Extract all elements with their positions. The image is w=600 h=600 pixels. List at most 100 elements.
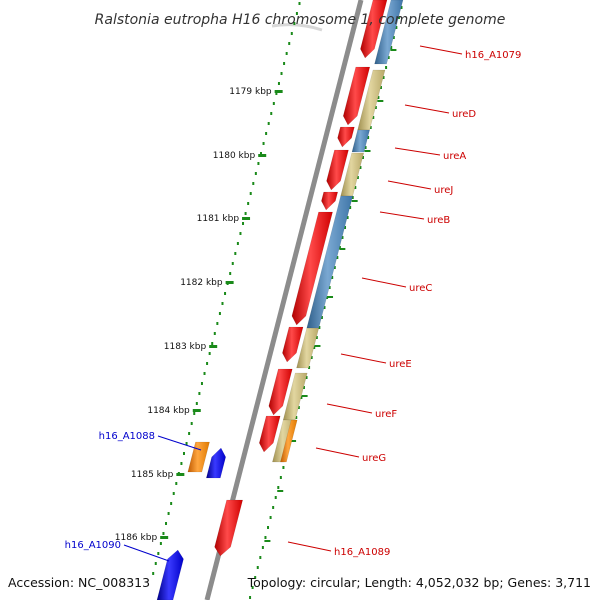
label-leader-line bbox=[123, 544, 170, 562]
inner-ring-dash bbox=[327, 296, 334, 298]
label-leader-line bbox=[326, 403, 373, 414]
outer-ring-dot bbox=[175, 482, 178, 485]
inner-ring-dot bbox=[274, 496, 277, 499]
gene-label-h16_A1079[interactable]: h16_A1079 bbox=[465, 50, 521, 61]
outer-ring-dot bbox=[206, 362, 209, 365]
tick-label: 1180 kbp bbox=[213, 151, 256, 161]
forward-cds-arrow bbox=[291, 211, 333, 326]
tick-label: 1183 kbp bbox=[164, 342, 207, 352]
inner-ring-dash bbox=[364, 150, 371, 152]
tick-mark bbox=[258, 154, 267, 157]
inner-ring-dot bbox=[256, 566, 259, 569]
inner-ring-dash bbox=[377, 100, 384, 102]
inner-ring-dot bbox=[341, 236, 344, 239]
outer-ring-dot bbox=[231, 262, 234, 265]
outer-ring-dot bbox=[213, 332, 216, 335]
tick-label: 1186 kbp bbox=[115, 533, 158, 543]
outer-ring-dot bbox=[165, 522, 168, 525]
inner-ring-dot bbox=[310, 356, 313, 359]
gene-label-ureE[interactable]: ureE bbox=[389, 359, 412, 370]
tick-mark bbox=[209, 345, 218, 348]
outer-ring-dot bbox=[216, 322, 219, 325]
inner-ring-dash bbox=[351, 200, 358, 202]
gene-label-ureA[interactable]: ureA bbox=[443, 151, 466, 162]
tick-label: 1184 kbp bbox=[147, 406, 190, 416]
outer-ring-dot bbox=[170, 502, 173, 505]
forward-cds-arrow bbox=[214, 499, 243, 557]
inner-ring-dot bbox=[354, 186, 357, 189]
outer-ring-dot bbox=[275, 92, 278, 95]
forward-cds-arrow bbox=[282, 326, 304, 363]
inner-ring-dot bbox=[390, 46, 393, 49]
forward-cds-arrow bbox=[360, 0, 388, 59]
inner-ring-dot bbox=[249, 596, 252, 599]
outer-ring-dot bbox=[188, 432, 191, 435]
inner-ring-dot bbox=[315, 336, 318, 339]
label-leader-line bbox=[419, 45, 463, 55]
tick-label: 1182 kbp bbox=[180, 278, 223, 288]
tick-mark bbox=[160, 536, 169, 539]
inner-ring-dot bbox=[392, 36, 395, 39]
outer-ring-dot bbox=[277, 82, 280, 85]
gene-label-h16_A1090[interactable]: h16_A1090 bbox=[65, 540, 121, 551]
outer-ring-dot bbox=[272, 102, 275, 105]
inner-ring-dot bbox=[331, 276, 334, 279]
inner-tick-ring bbox=[249, 6, 403, 599]
outer-ring-dot bbox=[193, 412, 196, 415]
inner-ring-dot bbox=[367, 136, 370, 139]
gene-label-h16_A1088[interactable]: h16_A1088 bbox=[99, 431, 155, 442]
inner-ring-dot bbox=[372, 116, 375, 119]
tick-label: 1185 kbp bbox=[131, 470, 174, 480]
inner-ring-dot bbox=[313, 346, 316, 349]
inner-ring-dot bbox=[264, 536, 267, 539]
rna-feature-block bbox=[306, 195, 354, 329]
forward-cds-arrow bbox=[268, 368, 293, 416]
label-leader-line bbox=[379, 211, 425, 220]
inner-ring-dot bbox=[374, 106, 377, 109]
inner-ring-dot bbox=[320, 316, 323, 319]
gene-label-h16_A1089[interactable]: h16_A1089 bbox=[334, 547, 390, 558]
gene-label-ureF[interactable]: ureF bbox=[375, 409, 397, 420]
outer-ring-dot bbox=[229, 272, 232, 275]
outer-ring-dot bbox=[172, 492, 175, 495]
outer-ring-dot bbox=[267, 122, 270, 125]
misc-feature-block bbox=[187, 441, 210, 473]
inner-ring-dash bbox=[264, 540, 271, 542]
inner-ring-dot bbox=[323, 306, 326, 309]
gene-label-ureB[interactable]: ureB bbox=[427, 215, 450, 226]
label-leader-line bbox=[387, 180, 432, 190]
outer-ring-dot bbox=[295, 12, 298, 15]
outer-ring-dot bbox=[298, 2, 301, 5]
inner-ring-dot bbox=[364, 146, 367, 149]
inner-ring-dash bbox=[390, 49, 397, 51]
tick-mark bbox=[274, 90, 283, 93]
forward-cds-arrow bbox=[342, 66, 371, 126]
gene-label-ureJ[interactable]: ureJ bbox=[434, 185, 453, 196]
inner-ring-dot bbox=[272, 506, 275, 509]
inner-ring-dash bbox=[301, 395, 308, 397]
kbp-ticks: 1179 kbp 1180 kbp 1181 kbp 1182 kbp 1183 kbp… bbox=[115, 87, 283, 543]
outer-ring-dot bbox=[182, 452, 185, 455]
inner-ring-dot bbox=[295, 416, 298, 419]
outer-ring-dot bbox=[162, 532, 165, 535]
inner-ring-dot bbox=[338, 246, 341, 249]
inner-ring-dot bbox=[400, 6, 403, 9]
inner-ring-dot bbox=[387, 56, 390, 59]
tick-label: 1181 kbp bbox=[197, 214, 240, 224]
outer-ring-dot bbox=[154, 562, 157, 565]
outer-ring-dot bbox=[211, 342, 214, 345]
gene-label-ureG[interactable]: ureG bbox=[362, 453, 386, 464]
inner-ring-dot bbox=[267, 526, 270, 529]
outer-ring-dot bbox=[249, 192, 252, 195]
outer-ring-dot bbox=[242, 222, 245, 225]
forward-cds-arrow bbox=[321, 191, 339, 211]
inner-ring-dot bbox=[361, 156, 364, 159]
inner-ring-dash bbox=[290, 440, 297, 442]
gene-label-ureC[interactable]: ureC bbox=[409, 283, 432, 294]
tick-mark bbox=[176, 473, 185, 476]
gene-label-ureD[interactable]: ureD bbox=[452, 109, 476, 120]
outer-ring-dot bbox=[195, 402, 198, 405]
tick-label: 1179 kbp bbox=[229, 87, 272, 97]
inner-ring-dot bbox=[300, 396, 303, 399]
tick-mark bbox=[242, 217, 251, 220]
